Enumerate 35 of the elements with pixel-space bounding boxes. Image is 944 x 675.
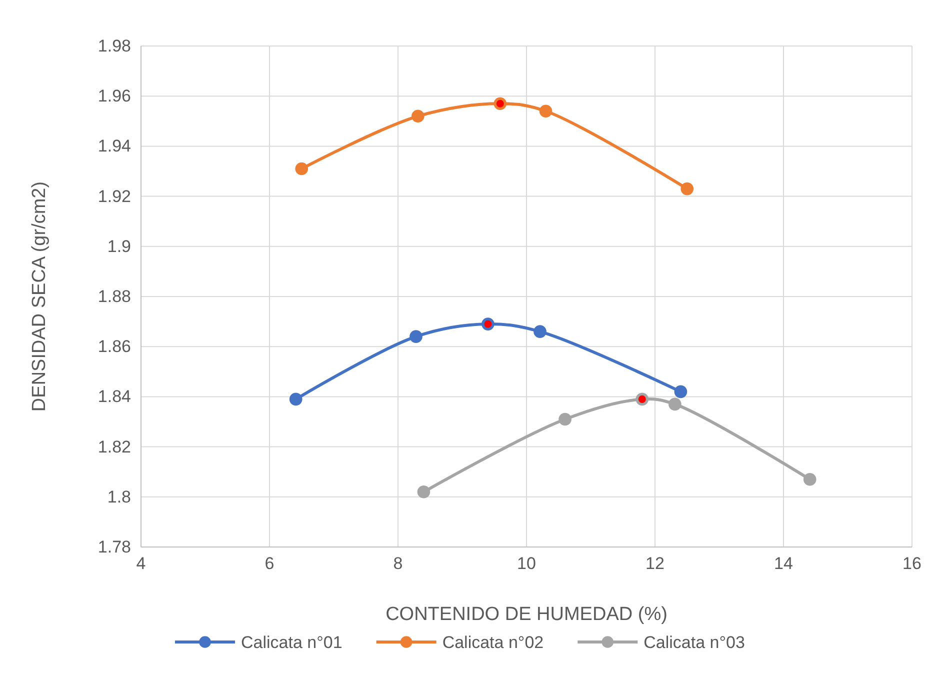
y-tick-label: 1.94 bbox=[98, 136, 131, 156]
y-tick-label: 1.96 bbox=[98, 86, 131, 106]
point bbox=[680, 182, 694, 196]
y-tick-label: 1.78 bbox=[98, 537, 131, 556]
x-tick-label: 12 bbox=[646, 554, 664, 574]
y-tick-label: 1.84 bbox=[98, 387, 131, 406]
x-axis-title: CONTENIDO DE HUMEDAD (%) bbox=[386, 604, 668, 625]
point bbox=[668, 398, 682, 411]
x-tick-label: 16 bbox=[902, 554, 922, 574]
point bbox=[295, 162, 308, 176]
y-axis-title: DENSIDAD SECA (gr/cm2) bbox=[29, 181, 50, 412]
point bbox=[410, 330, 422, 343]
x-tick-label: 10 bbox=[517, 554, 536, 574]
legend-label: Calicata n°03 bbox=[644, 633, 745, 652]
y-tick-label: 1.92 bbox=[98, 186, 131, 206]
point bbox=[289, 392, 302, 406]
y-tick-label: 1.98 bbox=[98, 36, 131, 56]
y-tick-label: 1.9 bbox=[107, 236, 131, 256]
point bbox=[417, 485, 430, 498]
y-tick-label: 1.88 bbox=[98, 286, 131, 306]
y-tick-label: 1.82 bbox=[98, 437, 131, 456]
point bbox=[412, 110, 424, 123]
x-tick-label: 6 bbox=[264, 554, 274, 574]
point bbox=[534, 325, 546, 338]
point bbox=[558, 412, 572, 426]
y-tick-label: 1.86 bbox=[98, 337, 131, 356]
point bbox=[674, 385, 688, 398]
legend-label: Calicata n°01 bbox=[241, 633, 342, 652]
point bbox=[803, 472, 816, 486]
x-tick-label: 8 bbox=[393, 554, 403, 574]
x-tick-label: 14 bbox=[774, 554, 793, 574]
point bbox=[539, 104, 552, 118]
legend-label: Calicata n°02 bbox=[442, 633, 544, 652]
y-tick-label: 1.8 bbox=[107, 487, 131, 506]
x-tick-label: 4 bbox=[136, 554, 146, 574]
